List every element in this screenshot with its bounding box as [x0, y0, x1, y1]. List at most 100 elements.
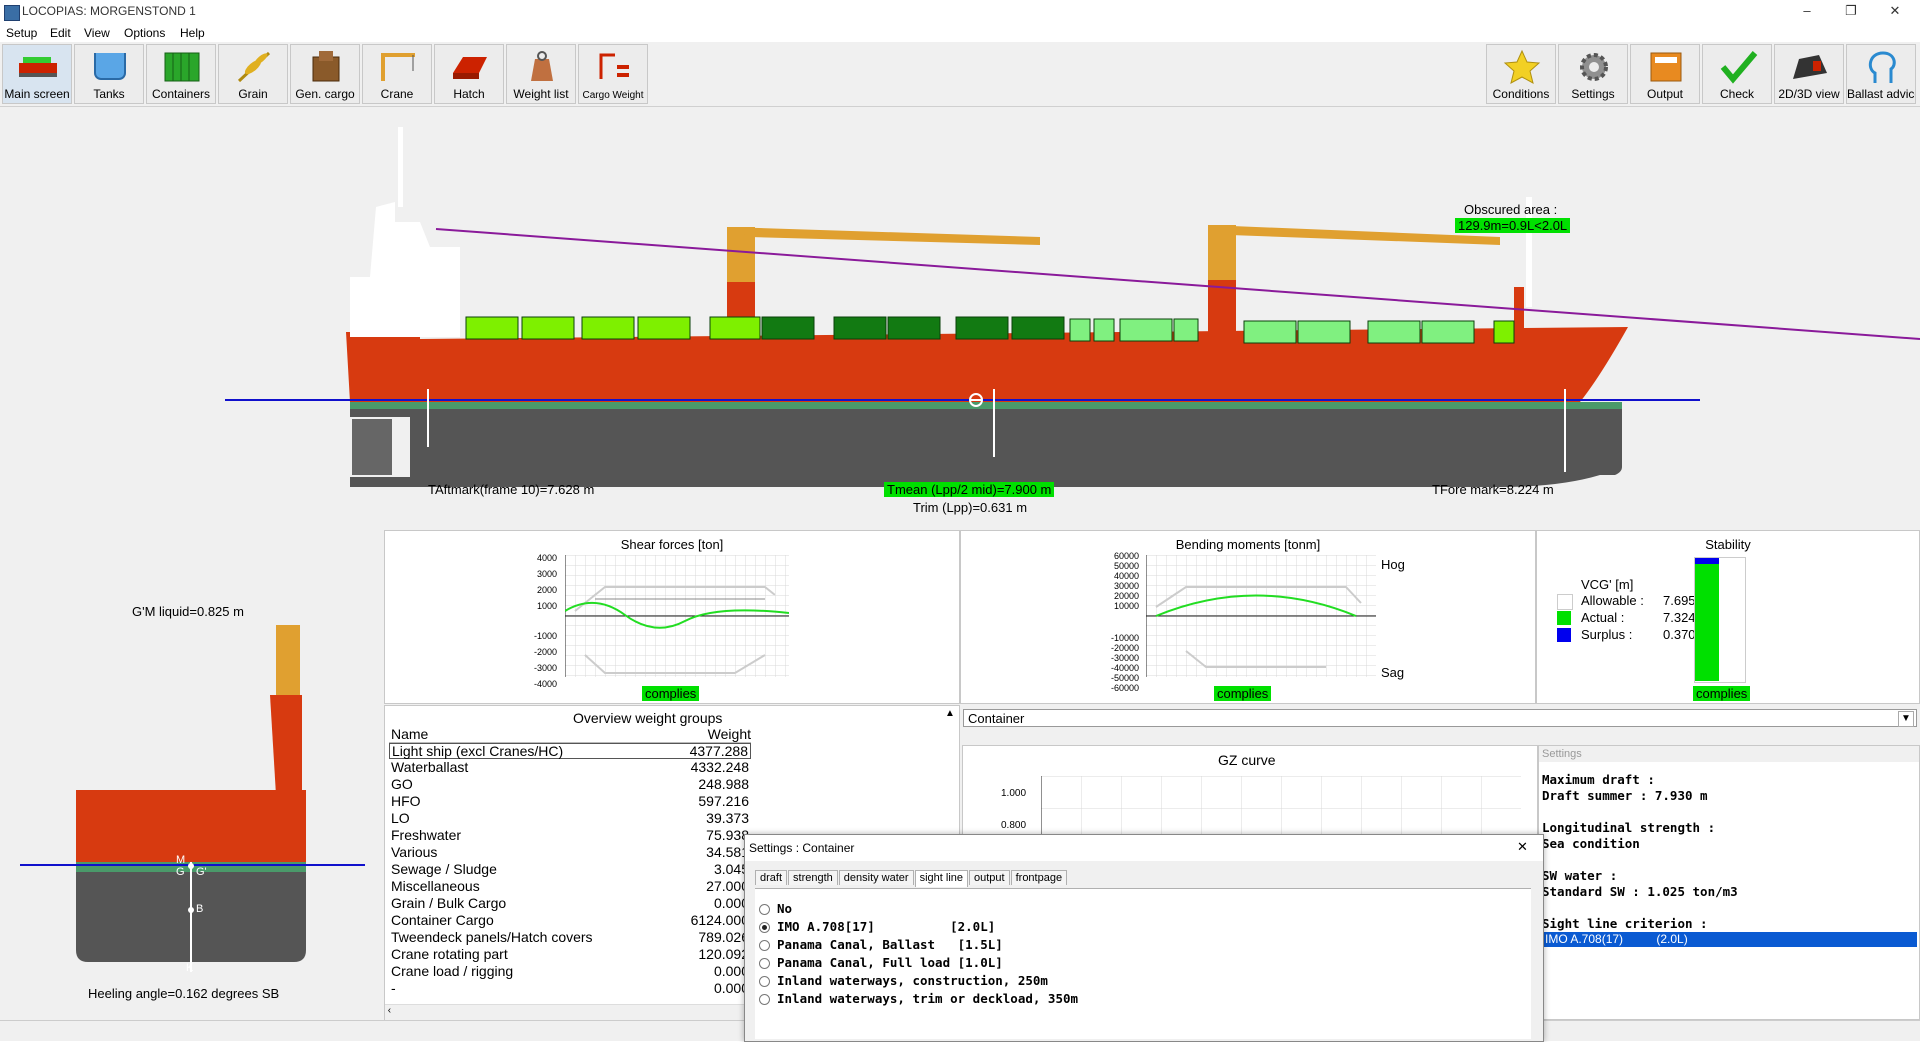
table-row[interactable]: Freshwater 75.938: [389, 827, 751, 844]
column-header-weight[interactable]: Weight: [707, 726, 751, 742]
cross-section-view[interactable]: [0, 600, 385, 980]
radio-button[interactable]: [759, 940, 770, 951]
table-row[interactable]: GO 248.988: [389, 776, 751, 793]
table-row[interactable]: Various 34.581: [389, 844, 751, 861]
container-box[interactable]: [761, 316, 815, 340]
table-row[interactable]: Crane rotating part 120.092: [389, 946, 751, 963]
column-header-name[interactable]: Name: [391, 726, 429, 742]
container-box[interactable]: [1093, 318, 1115, 342]
container-box[interactable]: [887, 316, 941, 340]
row-name: Freshwater: [391, 827, 462, 843]
radio-label[interactable]: Panama Canal, Full load [1.0L]: [777, 955, 1003, 970]
radio-button[interactable]: [759, 958, 770, 969]
menu-view[interactable]: View: [84, 26, 110, 40]
container-box[interactable]: [1173, 318, 1199, 342]
container-box[interactable]: [833, 316, 887, 340]
tab-density-water[interactable]: density water: [838, 870, 914, 885]
conditions-button[interactable]: Conditions: [1486, 44, 1556, 104]
table-row[interactable]: Tweendeck panels/Hatch covers 789.026: [389, 929, 751, 946]
radio-label[interactable]: Inland waterways, trim or deckload, 350m: [777, 991, 1079, 1006]
settings-info-line: SW water :: [1542, 868, 1618, 883]
container-box[interactable]: [1069, 318, 1091, 342]
close-window-button[interactable]: ✕: [1889, 3, 1901, 18]
hatch-button[interactable]: Hatch: [434, 44, 504, 104]
chevron-down-icon[interactable]: ▼: [1898, 711, 1914, 727]
restore-button[interactable]: ❐: [1845, 3, 1857, 18]
settings-info-header: Settings: [1539, 746, 1919, 762]
view-2d3d-button[interactable]: 2D/3D view: [1774, 44, 1844, 104]
bending-tick: -40000: [1110, 663, 1139, 673]
dialog-close-button[interactable]: ✕: [1517, 839, 1528, 854]
bending-chart: [1146, 555, 1376, 677]
radio-label[interactable]: No: [777, 901, 793, 916]
gen-cargo-button[interactable]: Gen. cargo: [290, 44, 360, 104]
containers-button[interactable]: Containers: [146, 44, 216, 104]
surplus-swatch: [1557, 628, 1571, 642]
menu-setup[interactable]: Setup: [6, 26, 38, 40]
tab-sight-line[interactable]: sight line: [914, 870, 968, 887]
grain-button[interactable]: Grain: [218, 44, 288, 104]
weight-list-button[interactable]: Weight list: [506, 44, 576, 104]
cargo-weight-button[interactable]: Cargo Weight: [578, 44, 648, 104]
radio-button[interactable]: [759, 994, 770, 1005]
shear-forces-panel[interactable]: Shear forces [ton] 4000 3000 2000 1000 -1000…: [384, 530, 960, 704]
container-box[interactable]: [955, 316, 1009, 340]
radio-label[interactable]: Panama Canal, Ballast [1.5L]: [777, 937, 1003, 952]
menu-help[interactable]: Help: [180, 26, 205, 40]
tab-frontpage[interactable]: frontpage: [1010, 870, 1068, 885]
radio-button[interactable]: [759, 922, 770, 933]
radio-label[interactable]: Inland waterways, construction, 250m: [777, 973, 1048, 988]
table-row[interactable]: - 0.000: [389, 980, 751, 997]
bending-moments-panel[interactable]: Bending moments [tonm] 60000 50000 40000 30…: [960, 530, 1536, 704]
container-box[interactable]: [465, 316, 519, 340]
radio-label[interactable]: IMO A.708[17] [2.0L]: [777, 919, 996, 934]
settings-dialog[interactable]: Settings : Container ✕ draft strength dens…: [744, 834, 1544, 1042]
table-row[interactable]: Miscellaneous 27.000: [389, 878, 751, 895]
menu-edit[interactable]: Edit: [50, 26, 71, 40]
sight-line-selected[interactable]: IMO A.708(17) (2.0L): [1543, 932, 1917, 947]
container-box[interactable]: [709, 316, 761, 340]
settings-info-line: Sight line criterion :: [1542, 916, 1708, 931]
menu-options[interactable]: Options: [124, 26, 166, 40]
radio-button[interactable]: [759, 976, 770, 987]
container-box[interactable]: [521, 316, 575, 340]
settings-button[interactable]: Settings: [1558, 44, 1628, 104]
table-row[interactable]: Container Cargo 6124.000: [389, 912, 751, 929]
container-select[interactable]: Container ▼: [963, 709, 1917, 727]
header-divider: [389, 742, 751, 743]
tab-output[interactable]: output: [969, 870, 1010, 885]
container-box[interactable]: [1367, 320, 1421, 344]
bending-tick: 60000: [1113, 551, 1139, 561]
stability-panel[interactable]: Stability VCG' [m] Allowable : 7.695 Act…: [1536, 530, 1920, 704]
container-box[interactable]: [581, 316, 635, 340]
output-button[interactable]: Output: [1630, 44, 1700, 104]
scroll-up-arrow[interactable]: ▲: [945, 708, 955, 719]
tab-strength[interactable]: strength: [788, 870, 838, 885]
container-box[interactable]: [1243, 320, 1297, 344]
minimize-button[interactable]: –: [1803, 3, 1811, 18]
container-box[interactable]: [1011, 316, 1065, 340]
table-row[interactable]: Grain / Bulk Cargo 0.000: [389, 895, 751, 912]
container-box[interactable]: [1297, 320, 1351, 344]
ship-profile-view[interactable]: [0, 107, 1920, 527]
radio-button[interactable]: [759, 904, 770, 915]
metacenter-label: M: [176, 854, 186, 866]
crane-button[interactable]: Crane: [362, 44, 432, 104]
container-box[interactable]: [637, 316, 691, 340]
ballast-advice-button[interactable]: Ballast advice: [1846, 44, 1916, 104]
table-row[interactable]: LO 39.373: [389, 810, 751, 827]
table-row[interactable]: Crane load / rigging 0.000: [389, 963, 751, 980]
tab-draft[interactable]: draft: [755, 870, 788, 885]
row-name: Crane load / rigging: [391, 963, 514, 979]
table-row[interactable]: HFO 597.216: [389, 793, 751, 810]
row-weight: 4377.288: [689, 743, 748, 759]
container-box[interactable]: [1493, 320, 1515, 344]
container-box[interactable]: [1119, 318, 1173, 342]
tanks-button[interactable]: Tanks: [74, 44, 144, 104]
table-row[interactable]: Waterballast 4332.248: [389, 759, 751, 776]
table-row[interactable]: Light ship (excl Cranes/HC) 4377.288: [389, 743, 751, 759]
main-screen-button[interactable]: Main screen: [2, 44, 72, 104]
container-box[interactable]: [1421, 320, 1475, 344]
table-row[interactable]: Sewage / Sludge 3.045: [389, 861, 751, 878]
check-button[interactable]: Check: [1702, 44, 1772, 104]
